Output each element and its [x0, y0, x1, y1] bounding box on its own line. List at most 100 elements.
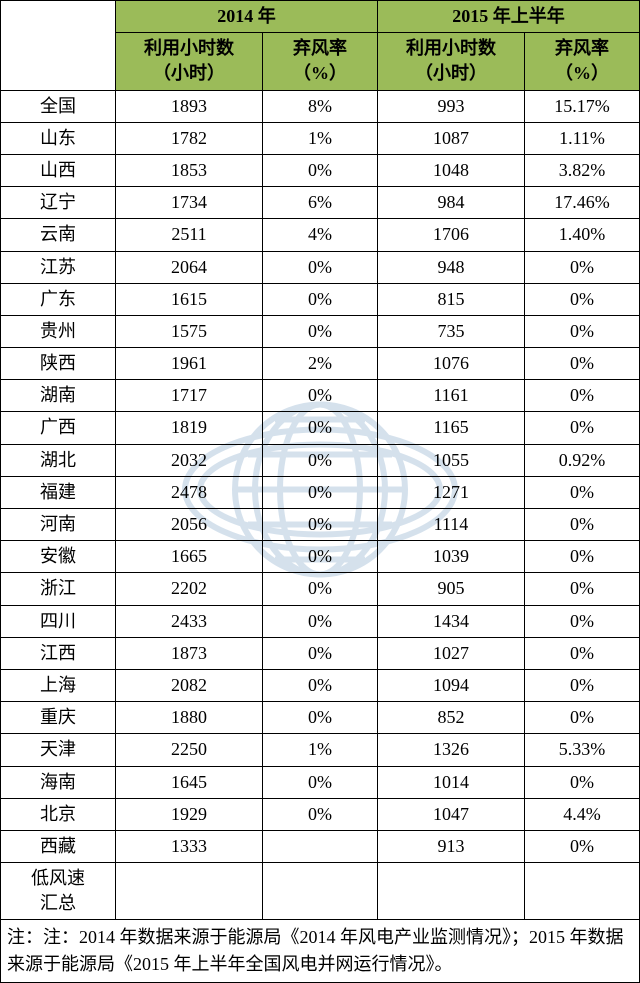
data-cell: 2433	[116, 605, 263, 637]
row-label: 低风速汇总	[1, 863, 116, 920]
data-cell: 1161	[378, 380, 525, 412]
data-cell: 0%	[524, 669, 639, 701]
table-row: 山西18530%10483.82%	[1, 154, 640, 186]
data-cell: 0%	[524, 283, 639, 315]
row-label: 天津	[1, 734, 116, 766]
data-cell: 0%	[262, 669, 377, 701]
sub-rate-2014: 弃风率（%）	[262, 33, 377, 90]
row-label: 贵州	[1, 315, 116, 347]
sub-rate-2015: 弃风率（%）	[524, 33, 639, 90]
data-cell: 2%	[262, 348, 377, 380]
data-cell: 0%	[262, 766, 377, 798]
data-cell: 1014	[378, 766, 525, 798]
row-label: 湖南	[1, 380, 116, 412]
data-cell: 0%	[262, 702, 377, 734]
row-label: 北京	[1, 798, 116, 830]
data-cell: 2202	[116, 573, 263, 605]
data-cell: 1.11%	[524, 122, 639, 154]
data-cell: 0%	[262, 154, 377, 186]
table-row: 江西18730%10270%	[1, 637, 640, 669]
data-cell: 2250	[116, 734, 263, 766]
row-label: 河南	[1, 509, 116, 541]
row-label: 云南	[1, 219, 116, 251]
data-cell: 0%	[524, 380, 639, 412]
data-cell: 1645	[116, 766, 263, 798]
table-row: 上海20820%10940%	[1, 669, 640, 701]
header-2015: 2015 年上半年	[378, 1, 640, 33]
data-cell: 1333	[116, 830, 263, 862]
data-cell: 1615	[116, 283, 263, 315]
data-cell: 1782	[116, 122, 263, 154]
data-cell: 1706	[378, 219, 525, 251]
table-row: 广西18190%11650%	[1, 412, 640, 444]
data-cell: 0%	[262, 798, 377, 830]
data-cell: 0%	[262, 283, 377, 315]
table-row: 西藏13339130%	[1, 830, 640, 862]
data-cell	[116, 863, 263, 920]
data-cell: 0%	[262, 637, 377, 669]
data-cell: 852	[378, 702, 525, 734]
data-cell: 5.33%	[524, 734, 639, 766]
data-cell: 0%	[524, 476, 639, 508]
table-row: 山东17821%10871.11%	[1, 122, 640, 154]
data-cell: 1.40%	[524, 219, 639, 251]
table-row: 重庆18800%8520%	[1, 702, 640, 734]
table-row: 四川24330%14340%	[1, 605, 640, 637]
data-cell: 0%	[524, 637, 639, 669]
data-cell: 0%	[262, 509, 377, 541]
sub-hours-2014: 利用小时数（小时）	[116, 33, 263, 90]
data-cell: 0%	[524, 573, 639, 605]
row-label: 四川	[1, 605, 116, 637]
data-cell: 1271	[378, 476, 525, 508]
header-row-1: 2014 年 2015 年上半年	[1, 1, 640, 33]
data-cell: 984	[378, 187, 525, 219]
data-cell: 2478	[116, 476, 263, 508]
row-label: 江西	[1, 637, 116, 669]
data-cell: 1027	[378, 637, 525, 669]
data-cell	[378, 863, 525, 920]
row-label: 全国	[1, 90, 116, 122]
data-cell: 0%	[524, 251, 639, 283]
data-cell: 0%	[524, 830, 639, 862]
data-cell: 1%	[262, 734, 377, 766]
sub-hours-2015: 利用小时数（小时）	[378, 33, 525, 90]
data-cell: 0%	[262, 444, 377, 476]
row-label: 上海	[1, 669, 116, 701]
corner-cell	[1, 1, 116, 91]
data-cell: 0.92%	[524, 444, 639, 476]
data-cell	[262, 863, 377, 920]
data-cell: 1048	[378, 154, 525, 186]
data-cell: 4.4%	[524, 798, 639, 830]
data-cell: 1893	[116, 90, 263, 122]
row-label: 浙江	[1, 573, 116, 605]
data-cell: 17.46%	[524, 187, 639, 219]
row-label: 西藏	[1, 830, 116, 862]
data-cell: 1165	[378, 412, 525, 444]
table-row: 福建24780%12710%	[1, 476, 640, 508]
data-cell: 0%	[524, 766, 639, 798]
row-label: 安徽	[1, 541, 116, 573]
data-cell: 0%	[262, 541, 377, 573]
header-2014: 2014 年	[116, 1, 378, 33]
data-cell: 735	[378, 315, 525, 347]
data-cell: 3.82%	[524, 154, 639, 186]
data-cell: 1%	[262, 122, 377, 154]
data-cell: 0%	[262, 251, 377, 283]
table-row: 全国18938%99315.17%	[1, 90, 640, 122]
data-cell: 1434	[378, 605, 525, 637]
data-cell: 948	[378, 251, 525, 283]
data-cell: 1929	[116, 798, 263, 830]
row-label: 广西	[1, 412, 116, 444]
table-row: 辽宁17346%98417.46%	[1, 187, 640, 219]
row-label: 湖北	[1, 444, 116, 476]
data-cell: 0%	[262, 573, 377, 605]
data-cell: 2056	[116, 509, 263, 541]
footnote: 注：注：2014 年数据来源于能源局《2014 年风电产业监测情况》；2015 …	[0, 920, 640, 983]
data-cell: 8%	[262, 90, 377, 122]
table-row: 广东16150%8150%	[1, 283, 640, 315]
data-cell: 1880	[116, 702, 263, 734]
row-label: 重庆	[1, 702, 116, 734]
table-row: 湖北20320%10550.92%	[1, 444, 640, 476]
data-cell: 0%	[262, 380, 377, 412]
data-cell: 15.17%	[524, 90, 639, 122]
